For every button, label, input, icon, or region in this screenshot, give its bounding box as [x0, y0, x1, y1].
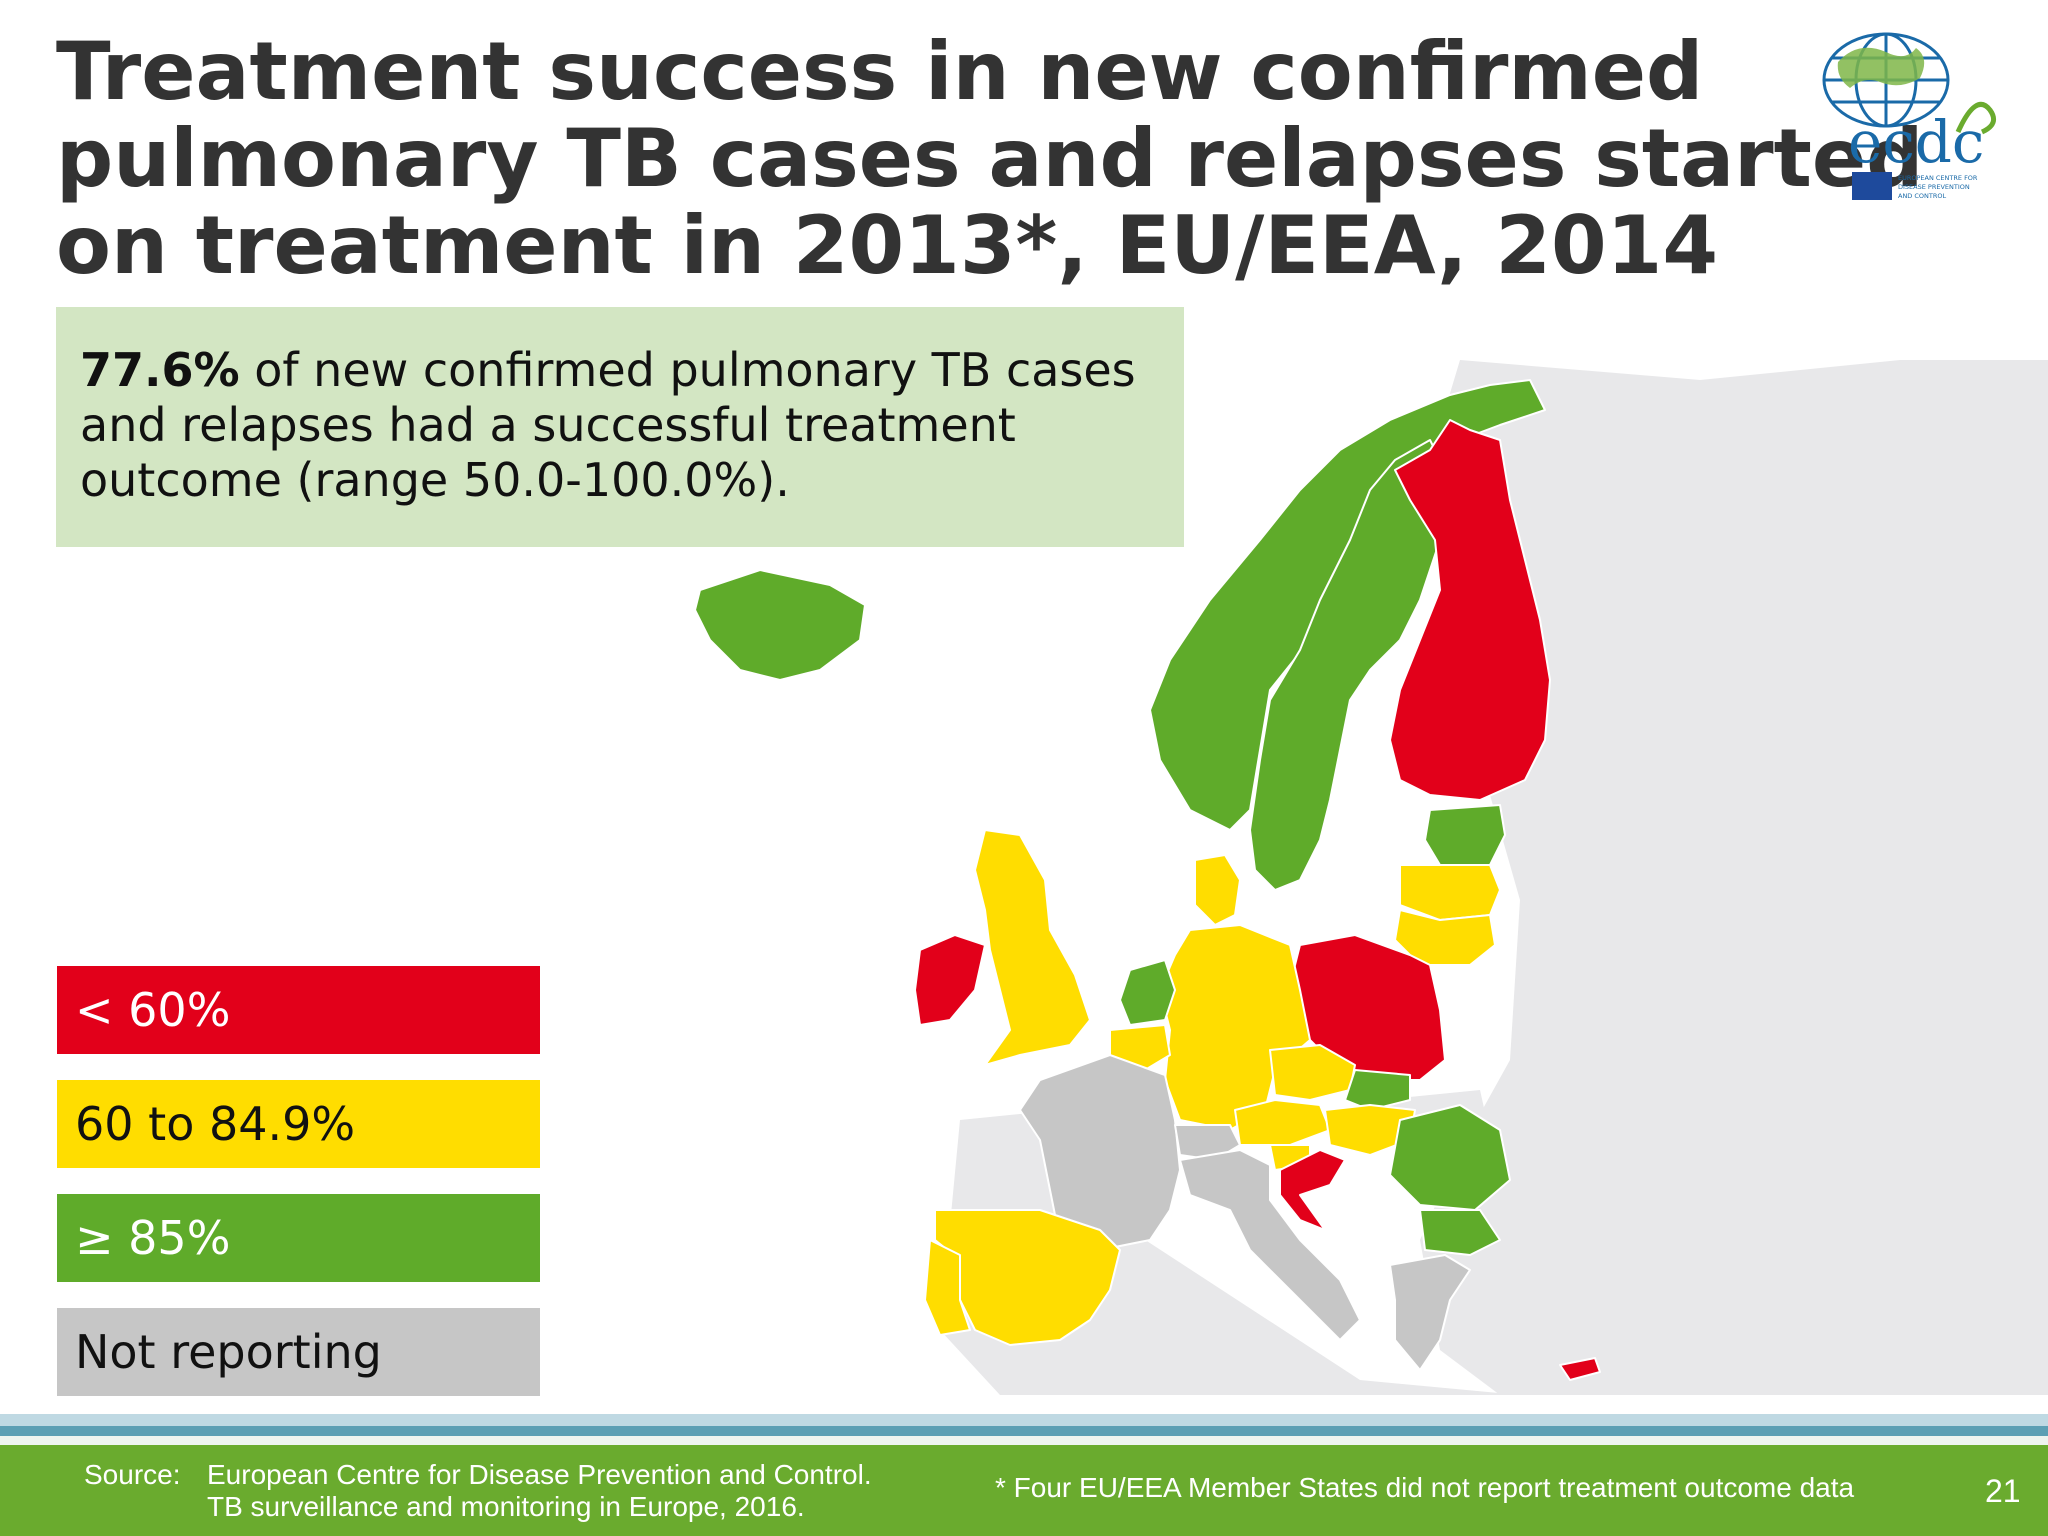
legend-item-below-60: < 60%	[57, 966, 540, 1054]
summary-box: 77.6% of new confirmed pulmonary TB case…	[56, 307, 1184, 547]
country-estonia	[1424, 804, 1506, 866]
footer-stripe-light	[0, 1414, 2048, 1426]
country-finland	[1389, 419, 1551, 801]
country-lithuania	[1394, 909, 1496, 966]
country-germany	[1159, 924, 1311, 1131]
summary-highlight: 77.6%	[80, 343, 240, 397]
summary-line-3: outcome (range 50.0-100.0%).	[80, 453, 790, 507]
page-number: 21	[1985, 1473, 2021, 1509]
title-line-2: pulmonary TB cases and relapses started	[56, 112, 1924, 205]
summary-line-1: 77.6% of new confirmed pulmonary TB case…	[80, 343, 1160, 398]
source-line-1: European Centre for Disease Prevention a…	[207, 1459, 872, 1490]
source-line-2: TB surveillance and monitoring in Europe…	[207, 1491, 805, 1522]
legend-label-below-60: < 60%	[75, 983, 231, 1037]
eu-flag-icon	[1852, 172, 1892, 200]
country-austria	[1234, 1099, 1331, 1146]
ecdc-wordmark: ecdc	[1848, 108, 1984, 176]
logo-caption-2: DISEASE PREVENTION	[1898, 183, 1970, 191]
country-croatia	[1279, 1149, 1346, 1231]
country-greece	[1389, 1254, 1471, 1371]
logo-caption-1: EUROPEAN CENTRE FOR	[1898, 174, 1978, 182]
legend-item-60-to-84: 60 to 84.9%	[57, 1080, 540, 1168]
country-portugal	[924, 1239, 971, 1336]
country-netherlands	[1119, 959, 1176, 1026]
summary-line-1-rest: of new confirmed pulmonary TB cases	[239, 343, 1136, 397]
globe-icon	[1822, 32, 1997, 135]
title-line-3: on treatment in 2013*, EU/EEA, 2014	[56, 199, 1718, 292]
country-sweden	[1249, 439, 1451, 891]
country-slovakia	[1344, 1069, 1411, 1111]
country-latvia	[1399, 864, 1501, 921]
title-line-1: Treatment success in new confirmed	[56, 25, 1704, 118]
map-countries	[694, 379, 1601, 1381]
country-italy	[1179, 1149, 1361, 1341]
legend-label-85-plus: ≥ 85%	[75, 1211, 231, 1265]
country-romania	[1389, 1104, 1511, 1211]
legend-item-not-reporting: Not reporting	[57, 1308, 540, 1396]
country-cyprus	[1559, 1357, 1601, 1381]
footer-bar: Source: European Centre for Disease Prev…	[0, 1445, 2048, 1536]
europe-map	[694, 360, 2048, 1395]
country-bulgaria	[1419, 1209, 1501, 1256]
country-denmark	[1194, 854, 1241, 926]
legend-item-85-plus: ≥ 85%	[57, 1194, 540, 1282]
footer-stripe-teal	[0, 1426, 2048, 1436]
legend-label-not-reporting: Not reporting	[75, 1325, 382, 1379]
summary-line-2: and relapses had a successful treatment	[80, 398, 1016, 452]
legend-label-60-to-84: 60 to 84.9%	[75, 1097, 356, 1151]
country-iceland	[694, 569, 866, 681]
slide-title: Treatment success in new confirmed pulmo…	[56, 25, 1924, 292]
footnote: * Four EU/EEA Member States did not repo…	[995, 1472, 1855, 1503]
source-label: Source:	[84, 1459, 181, 1490]
country-ireland	[914, 934, 986, 1026]
ecdc-logo: ecdc EUROPEAN CENTRE FOR DISEASE PREVENT…	[1822, 32, 1997, 200]
footer-stripe-white	[0, 1436, 2048, 1445]
source-text: European Centre for Disease Prevention a…	[207, 1459, 872, 1523]
country-france	[1019, 1054, 1181, 1251]
country-uk	[974, 829, 1091, 1066]
logo-caption-3: AND CONTROL	[1898, 192, 1947, 200]
